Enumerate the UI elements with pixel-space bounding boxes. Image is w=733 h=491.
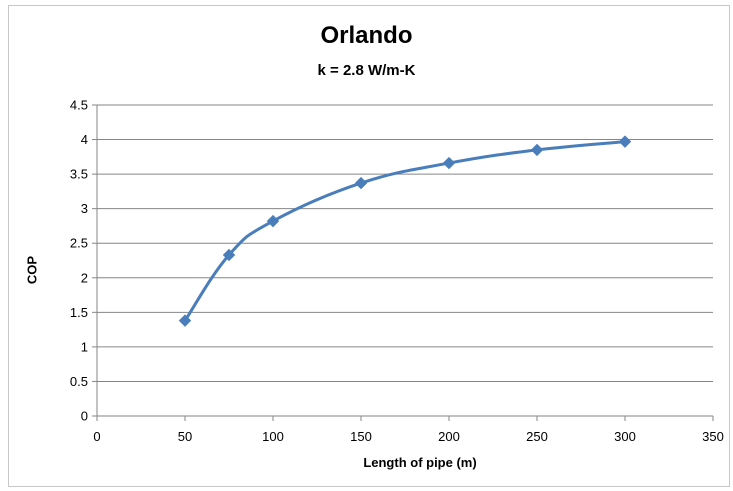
series-line [183,140,626,322]
x-axis-label: Length of pipe (m) [363,455,477,470]
data-point [442,156,456,170]
y-tick-label: 0 [81,409,88,424]
data-point [530,143,544,157]
y-tick-label: 3.5 [70,167,88,182]
y-tick-label: 0.5 [70,374,88,389]
chart-title: Orlando [320,22,413,49]
x-tick-label: 200 [438,429,460,444]
y-tick-label: 1 [81,339,88,354]
x-tick-label: 300 [614,429,636,444]
y-tick-label: 1.5 [70,305,88,320]
x-tick-label: 250 [526,429,548,444]
x-tick-label: 350 [702,429,724,444]
data-point [266,214,280,228]
x-tick-label: 150 [350,429,372,444]
y-tick-label: 2.5 [70,236,88,251]
y-tick-label: 2 [81,270,88,285]
x-tick-label: 50 [178,429,192,444]
x-tick-label: 100 [262,429,284,444]
chart-area [8,5,730,487]
chart-subtitle: k = 2.8 W/m-K [317,62,416,79]
data-point [618,135,632,148]
data-point [222,248,236,262]
x-tick-label: 0 [93,429,100,444]
data-point [178,314,192,327]
y-tick-label: 3 [81,201,88,216]
data-point [354,176,368,190]
y-tick-label: 4 [81,132,88,147]
y-tick-label: 4.5 [70,98,88,113]
